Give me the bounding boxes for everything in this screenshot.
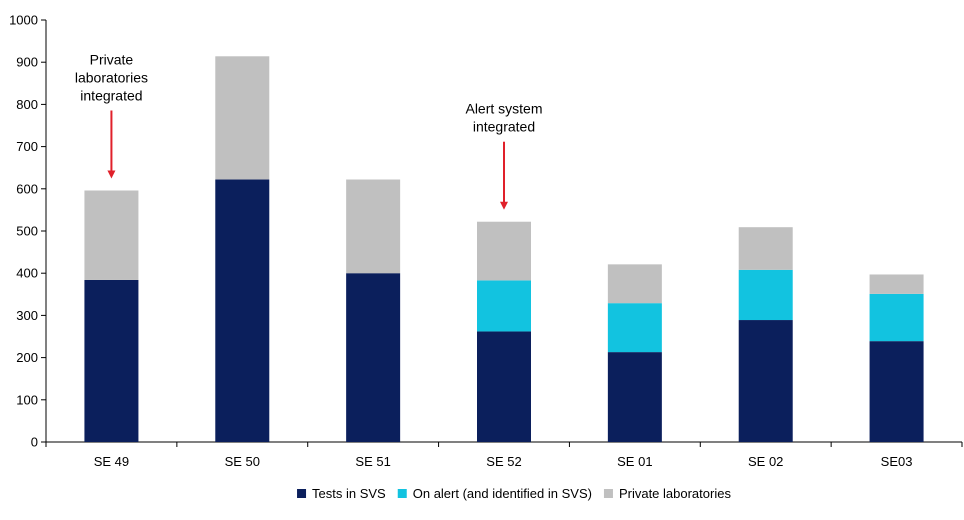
bar-segment	[869, 341, 924, 442]
y-axis: 0 100 200 300 400 500 600 700 800 900 1000	[9, 13, 47, 450]
y-tick-label: 700	[16, 139, 38, 154]
annotation-text: integrated	[80, 87, 142, 103]
legend-label: On alert (and identified in SVS)	[413, 486, 592, 501]
annotation-text: Alert system	[465, 101, 542, 117]
bar-segment	[869, 293, 924, 342]
x-tick-label: SE 51	[355, 454, 390, 469]
annotation-text: laboratories	[75, 69, 148, 85]
y-tick-label: 800	[16, 97, 38, 112]
bar-segment	[869, 274, 924, 294]
bar-segment	[84, 190, 139, 280]
legend: Tests in SVS On alert (and identified in …	[297, 486, 731, 501]
bar-segment	[477, 221, 531, 281]
bars	[84, 56, 924, 443]
bar-segment	[607, 303, 662, 353]
bar-segment	[607, 352, 662, 442]
annotation-text: Private	[90, 51, 134, 67]
bar-segment	[738, 269, 793, 321]
annotation-text: integrated	[473, 119, 535, 135]
x-tick-label: SE 50	[225, 454, 260, 469]
annotations: Private laboratories integrated Alert syste…	[75, 51, 543, 210]
y-tick-label: 500	[16, 224, 38, 239]
x-tick-label: SE03	[881, 454, 913, 469]
x-tick-label: SE 52	[486, 454, 521, 469]
bar-segment	[738, 227, 793, 270]
legend-swatch	[397, 489, 407, 498]
bar-segment	[738, 320, 793, 442]
bar-segment	[607, 264, 662, 304]
legend-swatch	[603, 489, 613, 498]
y-tick-label: 200	[16, 350, 38, 365]
legend-label: Tests in SVS	[312, 486, 386, 501]
bar-segment	[84, 279, 139, 442]
y-tick-label: 0	[31, 435, 38, 450]
y-tick-label: 100	[16, 392, 38, 407]
y-tick-label: 600	[16, 181, 38, 196]
y-tick-label: 400	[16, 266, 38, 281]
bar-segment	[477, 331, 531, 442]
legend-swatch	[297, 489, 307, 498]
x-tick-label: SE 02	[748, 454, 783, 469]
x-tick-label: SE 49	[94, 454, 129, 469]
bar-segment	[346, 273, 401, 442]
bar-segment	[477, 280, 531, 332]
y-tick-label: 1000	[9, 13, 38, 28]
bar-segment	[215, 56, 270, 180]
bar-segment	[346, 179, 401, 274]
bar-segment	[215, 179, 270, 443]
x-tick-label: SE 01	[617, 454, 652, 469]
y-tick-label: 300	[16, 308, 38, 323]
legend-label: Private laboratories	[619, 486, 731, 501]
x-axis: SE 49 SE 50 SE 51 SE 52 SE 01 SE 02 SE03	[45, 441, 963, 469]
y-tick-label: 900	[16, 55, 38, 70]
